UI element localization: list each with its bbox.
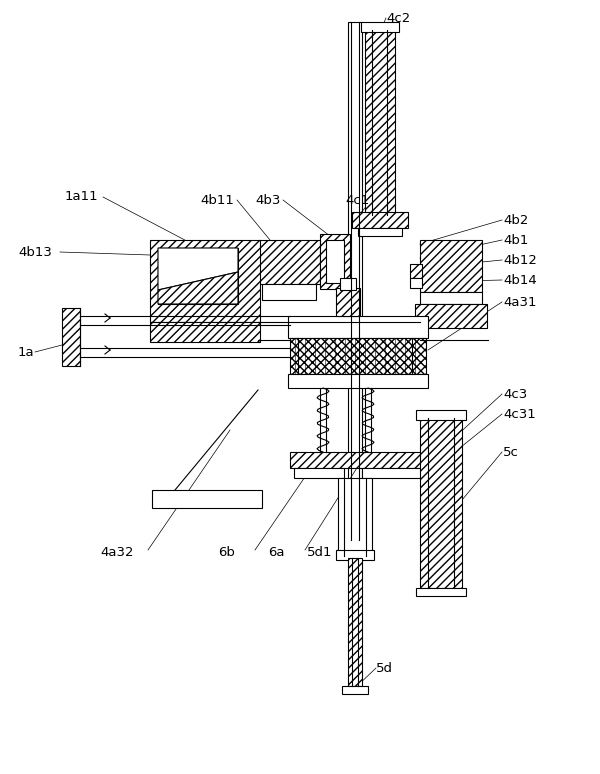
- Text: 5c: 5c: [503, 446, 519, 458]
- Text: 4b2: 4b2: [503, 214, 529, 227]
- Bar: [416, 410, 466, 420]
- Text: 6b: 6b: [218, 546, 235, 559]
- Text: 4c31: 4c31: [503, 407, 536, 420]
- Text: 4a31: 4a31: [503, 296, 536, 309]
- Bar: [150, 240, 260, 322]
- Bar: [336, 288, 360, 316]
- Bar: [342, 686, 368, 694]
- Bar: [152, 490, 262, 508]
- Bar: [262, 284, 316, 300]
- Bar: [326, 240, 344, 283]
- Bar: [336, 550, 374, 560]
- Bar: [415, 304, 487, 328]
- Text: 4c3: 4c3: [503, 388, 527, 400]
- Bar: [361, 22, 399, 32]
- Text: 4c1: 4c1: [345, 194, 369, 207]
- Bar: [362, 468, 428, 478]
- Bar: [420, 292, 482, 304]
- Bar: [348, 22, 362, 542]
- Polygon shape: [158, 272, 238, 304]
- Text: 4b11: 4b11: [200, 194, 234, 207]
- Text: 4b1: 4b1: [503, 234, 529, 246]
- Text: 5d1: 5d1: [307, 546, 332, 559]
- Text: 4b12: 4b12: [503, 254, 537, 266]
- Bar: [420, 240, 482, 292]
- Bar: [358, 228, 402, 236]
- Text: 4b3: 4b3: [255, 194, 280, 207]
- Text: 1a: 1a: [18, 345, 35, 358]
- Bar: [290, 452, 430, 468]
- Text: 4c2: 4c2: [386, 12, 410, 25]
- Bar: [365, 30, 395, 215]
- Bar: [290, 338, 426, 374]
- Bar: [158, 248, 238, 304]
- Bar: [416, 588, 466, 596]
- Text: 4b13: 4b13: [18, 245, 52, 259]
- Text: 4a32: 4a32: [100, 546, 133, 559]
- Bar: [320, 234, 350, 289]
- Bar: [420, 418, 462, 588]
- Text: 5d: 5d: [376, 662, 393, 674]
- Bar: [150, 322, 260, 342]
- Bar: [348, 558, 362, 686]
- Bar: [288, 374, 428, 388]
- Bar: [340, 278, 356, 290]
- Text: 6a: 6a: [268, 546, 284, 559]
- Bar: [410, 278, 422, 288]
- Bar: [338, 478, 372, 556]
- Bar: [62, 308, 80, 366]
- Text: 4b14: 4b14: [503, 273, 537, 286]
- Text: 1a11: 1a11: [65, 190, 98, 204]
- Bar: [288, 316, 428, 338]
- Bar: [294, 468, 344, 478]
- Bar: [410, 264, 422, 278]
- Bar: [258, 240, 320, 284]
- Polygon shape: [158, 248, 238, 290]
- Bar: [352, 212, 408, 228]
